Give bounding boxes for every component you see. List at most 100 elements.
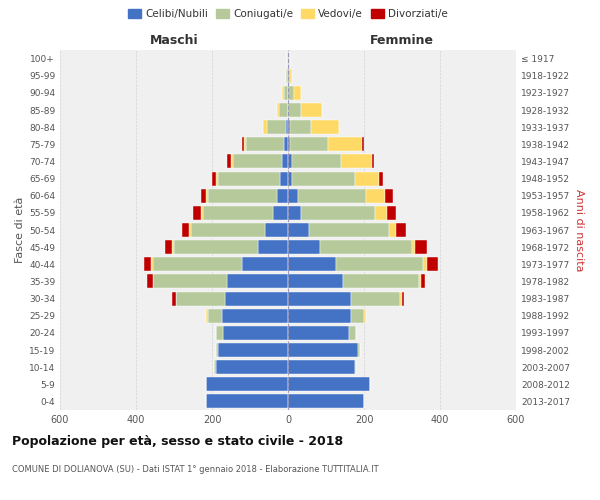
Bar bbox=[349, 326, 356, 340]
Bar bbox=[371, 154, 373, 168]
Bar bbox=[214, 360, 216, 374]
Bar bbox=[341, 154, 371, 168]
Bar bbox=[350, 292, 400, 306]
Bar bbox=[289, 52, 290, 66]
Bar bbox=[290, 138, 328, 151]
Bar bbox=[283, 154, 288, 168]
Bar bbox=[273, 206, 288, 220]
Y-axis label: Fasce di età: Fasce di età bbox=[15, 197, 25, 263]
Bar bbox=[288, 223, 309, 237]
Bar bbox=[366, 188, 385, 202]
Bar bbox=[246, 138, 284, 151]
Bar bbox=[423, 258, 427, 272]
Bar bbox=[364, 308, 366, 322]
Bar bbox=[292, 154, 341, 168]
Bar bbox=[350, 308, 364, 322]
Legend: Celibi/Nubili, Coniugati/e, Vedovi/e, Divorziati/e: Celibi/Nubili, Coniugati/e, Vedovi/e, Di… bbox=[124, 5, 452, 24]
Bar bbox=[288, 138, 290, 151]
Bar bbox=[294, 86, 301, 100]
Bar bbox=[164, 240, 172, 254]
Bar bbox=[288, 378, 370, 392]
Bar bbox=[379, 172, 383, 185]
Bar bbox=[233, 154, 283, 168]
Bar bbox=[387, 206, 397, 220]
Bar bbox=[288, 240, 320, 254]
Bar bbox=[277, 103, 278, 117]
Bar bbox=[385, 188, 392, 202]
Bar bbox=[421, 274, 425, 288]
Bar bbox=[290, 68, 292, 82]
Bar bbox=[328, 138, 362, 151]
Bar bbox=[267, 120, 286, 134]
Bar bbox=[277, 188, 288, 202]
Bar bbox=[286, 120, 288, 134]
Bar bbox=[415, 240, 427, 254]
Bar bbox=[288, 394, 364, 408]
Bar bbox=[335, 258, 423, 272]
Bar bbox=[191, 223, 265, 237]
Bar bbox=[343, 274, 419, 288]
Bar bbox=[200, 188, 206, 202]
Bar bbox=[292, 172, 355, 185]
Bar bbox=[153, 258, 242, 272]
Bar bbox=[278, 103, 288, 117]
Bar bbox=[218, 343, 288, 357]
Bar bbox=[265, 223, 288, 237]
Bar bbox=[288, 308, 350, 322]
Bar bbox=[288, 360, 355, 374]
Bar bbox=[153, 274, 227, 288]
Bar bbox=[288, 120, 290, 134]
Bar bbox=[244, 138, 246, 151]
Bar bbox=[206, 308, 208, 322]
Bar bbox=[288, 292, 350, 306]
Bar bbox=[283, 86, 284, 100]
Bar bbox=[389, 223, 397, 237]
Y-axis label: Anni di nascita: Anni di nascita bbox=[574, 188, 584, 271]
Bar bbox=[172, 292, 176, 306]
Bar bbox=[309, 223, 389, 237]
Bar bbox=[427, 258, 438, 272]
Bar bbox=[288, 172, 292, 185]
Bar bbox=[218, 172, 280, 185]
Bar bbox=[223, 326, 288, 340]
Bar bbox=[288, 68, 290, 82]
Bar bbox=[216, 360, 288, 374]
Bar bbox=[257, 240, 288, 254]
Bar bbox=[400, 292, 402, 306]
Bar bbox=[288, 206, 301, 220]
Bar bbox=[286, 68, 288, 82]
Bar bbox=[216, 326, 223, 340]
Text: Femmine: Femmine bbox=[370, 34, 434, 46]
Bar bbox=[242, 258, 288, 272]
Bar bbox=[311, 120, 340, 134]
Bar bbox=[212, 172, 216, 185]
Bar bbox=[182, 223, 189, 237]
Bar bbox=[301, 206, 376, 220]
Bar bbox=[397, 223, 406, 237]
Bar bbox=[298, 188, 366, 202]
Bar bbox=[288, 103, 301, 117]
Bar bbox=[301, 103, 322, 117]
Bar bbox=[227, 154, 231, 168]
Text: Popolazione per età, sesso e stato civile - 2018: Popolazione per età, sesso e stato civil… bbox=[12, 435, 343, 448]
Bar bbox=[402, 292, 404, 306]
Bar bbox=[355, 172, 379, 185]
Bar bbox=[290, 120, 311, 134]
Bar bbox=[176, 292, 226, 306]
Bar bbox=[376, 206, 387, 220]
Bar bbox=[200, 206, 203, 220]
Bar bbox=[193, 206, 200, 220]
Bar bbox=[226, 292, 288, 306]
Bar bbox=[288, 86, 294, 100]
Bar bbox=[227, 274, 288, 288]
Bar bbox=[288, 52, 289, 66]
Text: COMUNE DI DOLIANOVA (SU) - Dati ISTAT 1° gennaio 2018 - Elaborazione TUTTITALIA.: COMUNE DI DOLIANOVA (SU) - Dati ISTAT 1°… bbox=[12, 465, 379, 474]
Bar bbox=[174, 240, 257, 254]
Bar bbox=[216, 343, 218, 357]
Bar bbox=[288, 274, 343, 288]
Bar bbox=[206, 378, 288, 392]
Bar bbox=[242, 138, 244, 151]
Bar bbox=[288, 154, 292, 168]
Bar bbox=[172, 240, 174, 254]
Bar bbox=[288, 258, 335, 272]
